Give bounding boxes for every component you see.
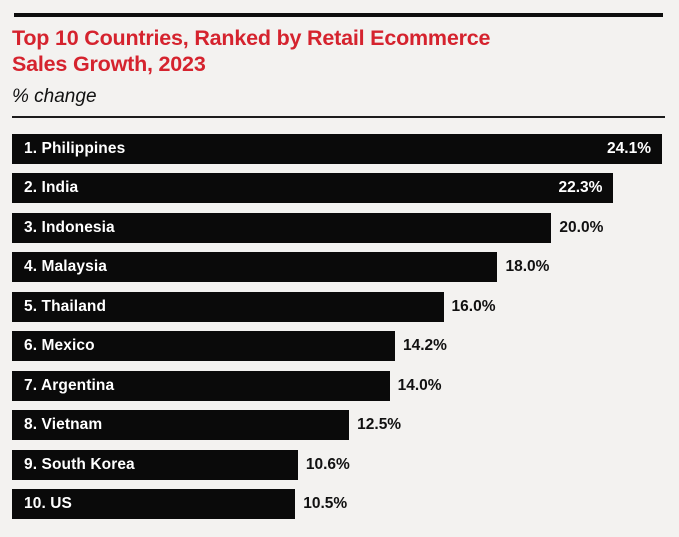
bar-value-label: 12.5% [357,416,402,434]
bar-row: 5. Thailand 16.0% [12,291,662,322]
bar-row: 2. India 22.3% [12,173,662,204]
bar: 10. US [12,489,296,520]
bar-value-label: 24.1% [607,139,651,157]
bar-category-label: 9. South Korea [24,455,135,473]
bar: 3. Indonesia [12,212,552,243]
bar-value-label: 14.0% [397,376,442,394]
bar-category-label: 5. Thailand [24,297,107,315]
bar: 8. Vietnam [12,410,350,441]
bar-category-label: 1. Philippines [24,139,126,157]
chart-title-line1: Top 10 Countries, Ranked by Retail Ecomm… [12,26,491,50]
bar: 7. Argentina [12,370,390,401]
chart-subtitle: % change [12,85,97,107]
bar-category-label: 6. Mexico [24,337,95,355]
bar-value-label: 18.0% [505,258,550,276]
bar-value-label: 16.0% [451,297,496,315]
chart-title: Top 10 Countries, Ranked by Retail Ecomm… [12,25,665,78]
chart-title-line2: Sales Growth, 2023 [12,52,206,77]
bar-row: 3. Indonesia 20.0% [12,212,662,243]
bar-category-label: 3. Indonesia [24,218,115,236]
bar-row: 7. Argentina 14.0% [12,370,662,401]
bar-category-label: 10. US [24,495,72,513]
bar-row: 8. Vietnam 12.5% [12,410,662,441]
bar-row: 9. South Korea 10.6% [12,449,662,480]
bar-value-label: 10.5% [303,495,348,513]
bar: 5. Thailand [12,291,444,322]
bar-row: 6. Mexico 14.2% [12,331,662,362]
bar-category-label: 8. Vietnam [24,416,103,434]
bar-value-label: 22.3% [558,179,603,197]
top-rule [14,13,663,17]
bar-category-label: 4. Malaysia [24,258,107,276]
bar-category-label: 7. Argentina [24,376,115,394]
bar-row: 1. Philippines 24.1% [12,133,662,164]
bar-value-label: 14.2% [402,337,447,355]
bar: 4. Malaysia [12,252,498,283]
bar-value-label: 20.0% [559,218,604,236]
bar: 2. India 22.3% [12,173,614,204]
bar-rows: 1. Philippines 24.1% 2. India 22.3% 3. Indon… [12,133,662,520]
bar: 1. Philippines 24.1% [12,133,662,164]
divider-rule [12,115,665,118]
bar-value-label: 10.6% [305,455,350,473]
bar-row: 10. US 10.5% [12,489,662,520]
bar-category-label: 2. India [24,179,79,197]
bar: 6. Mexico [12,331,395,362]
bar-row: 4. Malaysia 18.0% [12,252,662,283]
bar-chart: 1. Philippines 24.1% 2. India 22.3% 3. Indon… [12,133,665,520]
bar: 9. South Korea [12,449,298,480]
